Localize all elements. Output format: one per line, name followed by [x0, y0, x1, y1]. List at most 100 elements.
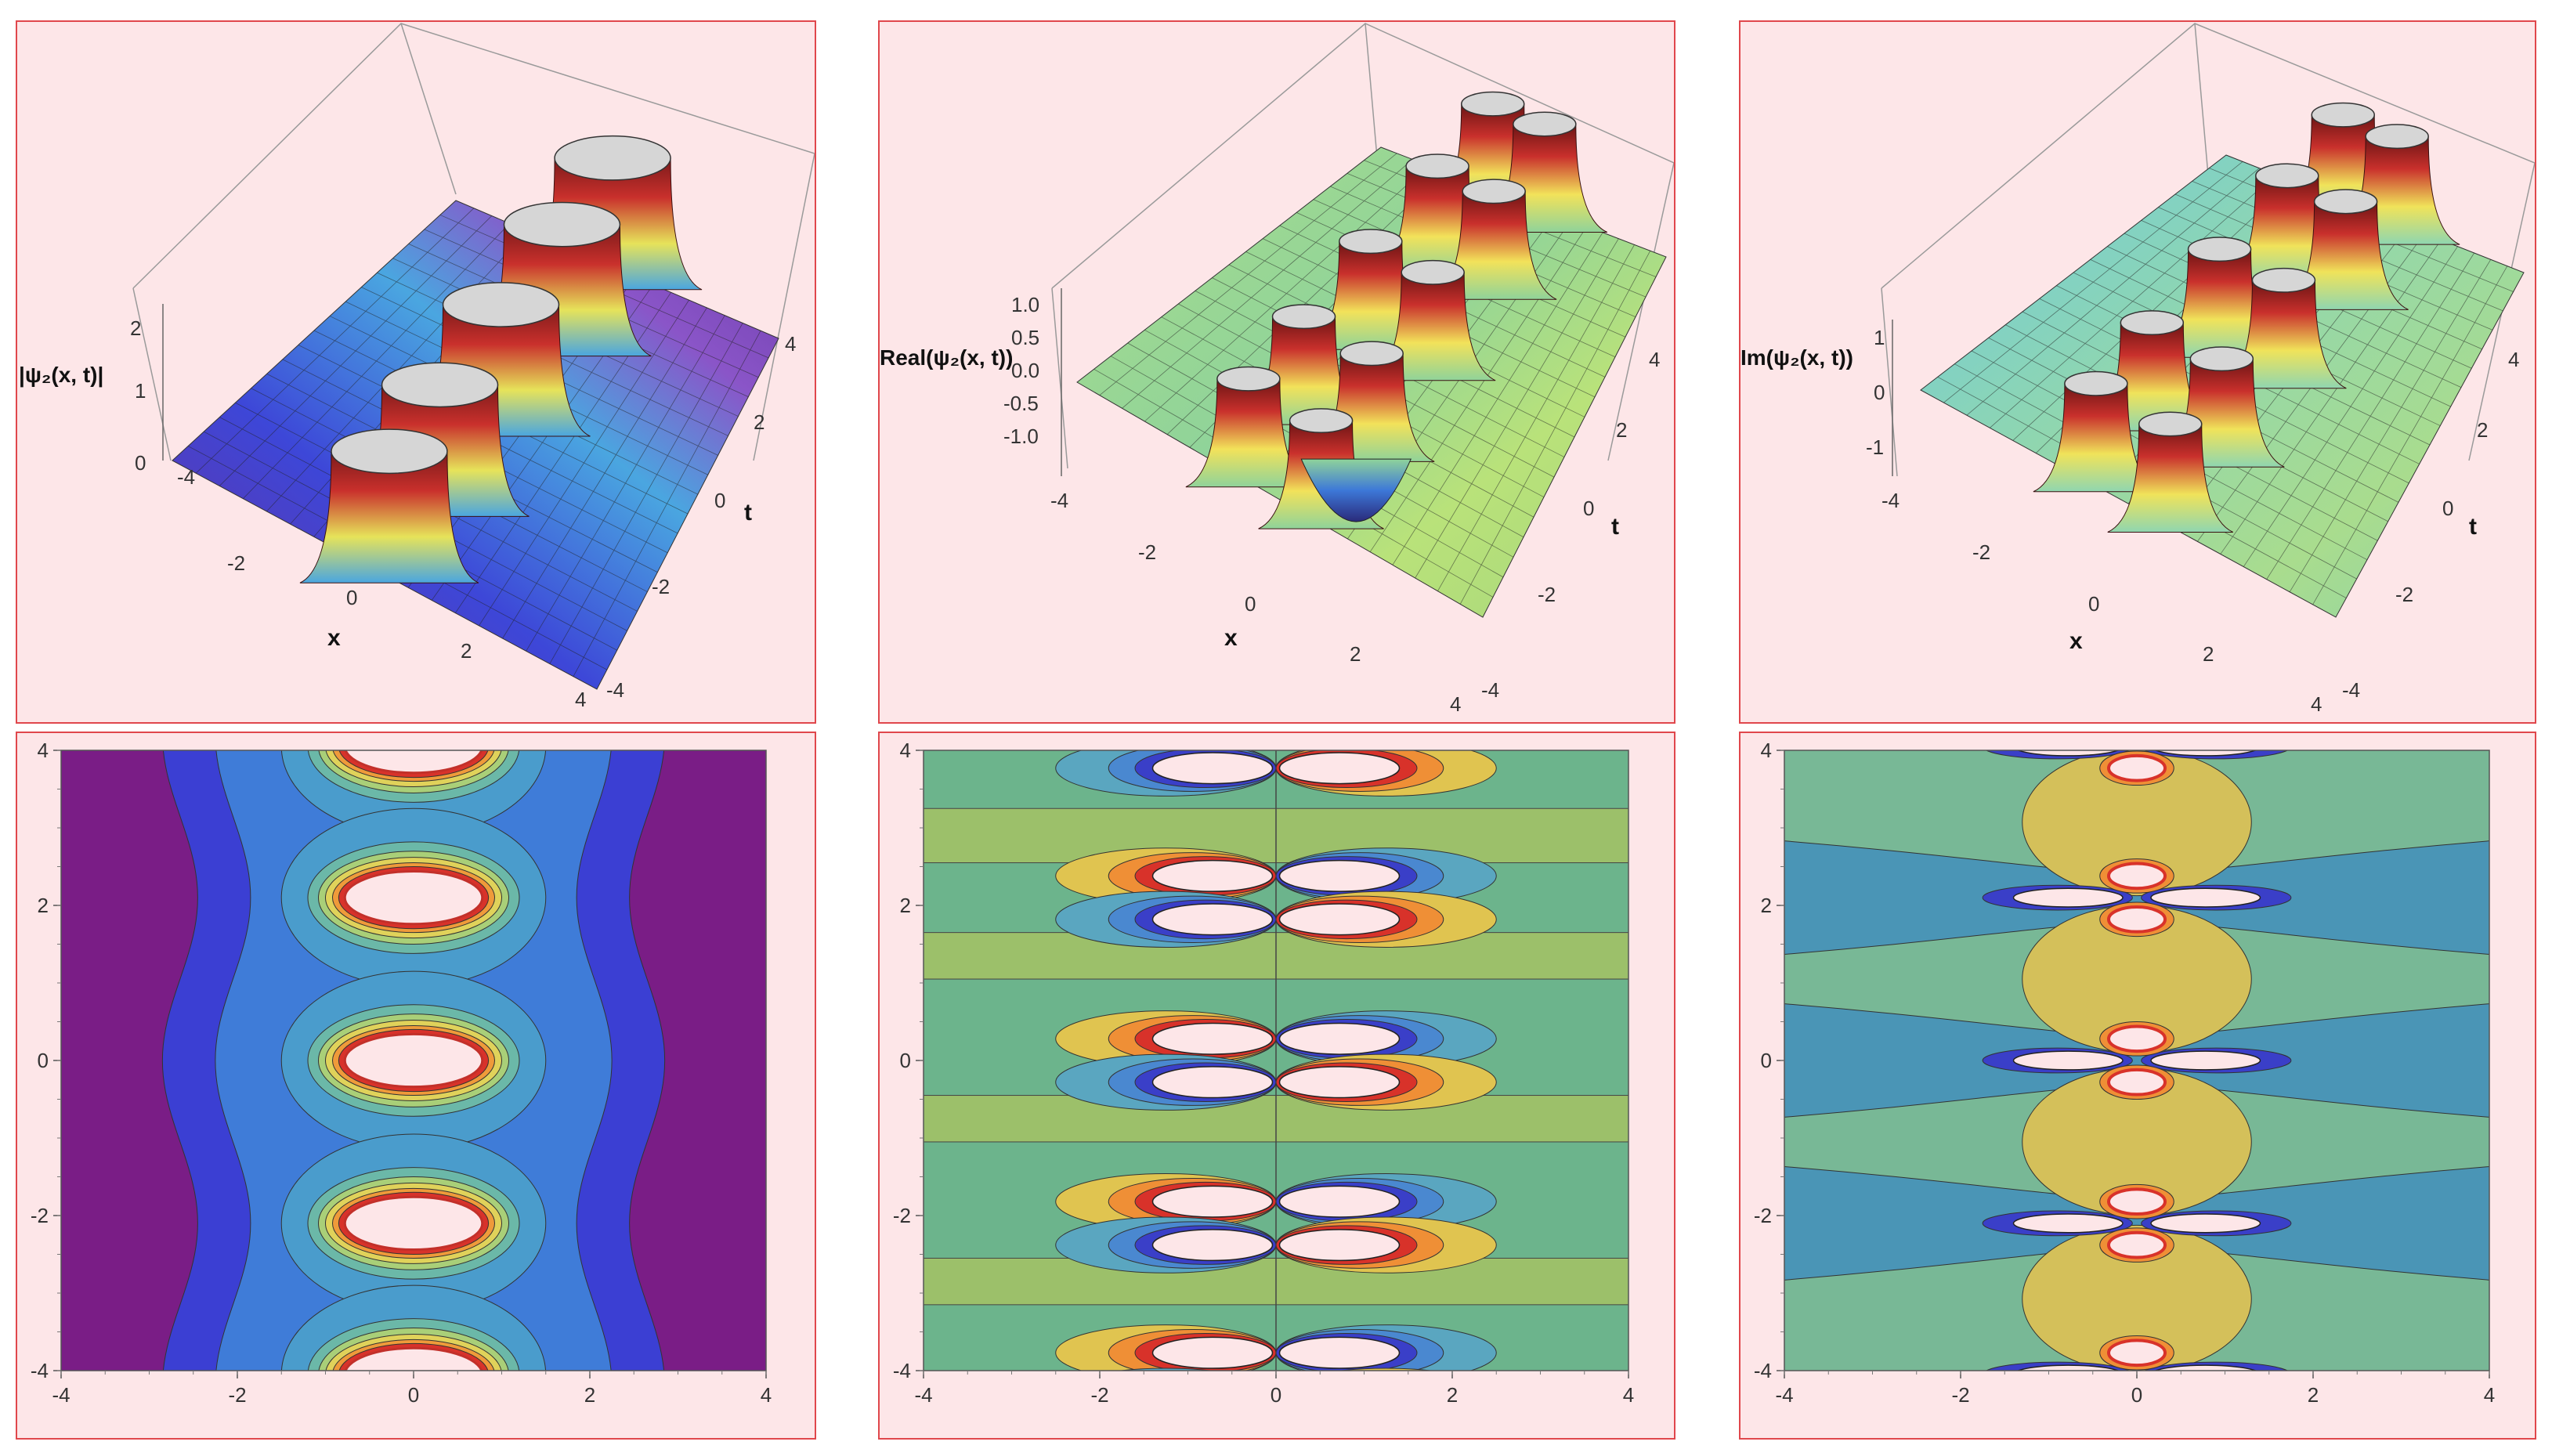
z-tick: 1 — [135, 379, 146, 403]
y-tick-label: 4 — [38, 739, 49, 762]
t-tick: 2 — [754, 410, 765, 434]
x-tick: -2 — [227, 551, 245, 575]
imag-contour-panel: -4 -2 0 2 4 -4 -2 0 2 4 — [1739, 732, 2536, 1440]
x-tick: -2 — [1972, 540, 1990, 564]
x-tick-label: -2 — [228, 1383, 246, 1407]
x-tick-label: 4 — [761, 1383, 772, 1407]
real-surface-plot: 1.0 0.5 0.0 -0.5 -1.0 Real(ψ₂(x, t)) -4 … — [880, 23, 1674, 716]
x-tick-label: 2 — [2308, 1383, 2319, 1407]
mesh-line — [1437, 244, 1635, 591]
y-tick-label: -2 — [893, 1204, 911, 1227]
contour-lobe — [1276, 733, 1417, 744]
mesh-line — [1459, 251, 1651, 605]
t-axis-label: t — [2469, 514, 2477, 540]
y-tick-label: -4 — [31, 1359, 49, 1382]
z-axis-label: Real(ψ₂(x, t)) — [880, 345, 1013, 370]
peak-cap — [1401, 259, 1465, 285]
y-tick-label: -4 — [1754, 1359, 1772, 1382]
lobe-core — [1151, 1022, 1274, 1055]
abs-contour-plot: -4 -2 0 2 4 -4 -2 0 2 4 — [31, 739, 772, 1407]
contour-lobe — [1118, 1367, 1213, 1371]
surface-peaks — [2033, 102, 2460, 533]
lobe-core — [1151, 1185, 1274, 1218]
lobe-core — [1278, 903, 1401, 936]
x-tick: 2 — [461, 639, 472, 663]
lobe-core — [1278, 1066, 1401, 1099]
central-region — [2022, 750, 2252, 897]
t-tick: -4 — [1481, 678, 1499, 702]
lobe-core — [1151, 1229, 1274, 1262]
peak-region — [343, 869, 484, 926]
lobe-core — [1278, 1229, 1401, 1262]
x-tick-label: 0 — [1271, 1383, 1281, 1407]
y-tick-label: -2 — [1754, 1204, 1772, 1227]
peak-cap — [2313, 189, 2378, 215]
surface-trough — [1300, 458, 1412, 522]
peak-cap — [554, 135, 671, 181]
abs-contour-panel: -4 -2 0 2 4 -4 -2 0 2 4 — [16, 732, 816, 1440]
real-contour-panel: -4 -2 0 2 4 -4 -2 0 2 4 — [878, 732, 1675, 1440]
x-tick: -2 — [1138, 540, 1156, 564]
peak-cap — [2365, 124, 2429, 150]
y-tick-label: -2 — [31, 1204, 49, 1227]
peak-cap — [1216, 366, 1281, 392]
contour-band — [1784, 1165, 2489, 1281]
lobe-core — [1278, 1336, 1401, 1369]
lobe-core — [1151, 1336, 1274, 1369]
real-contour-plot: -4 -2 0 2 4 -4 -2 0 2 4 — [893, 733, 1634, 1419]
mesh-line — [573, 331, 761, 677]
peak-cap — [2255, 163, 2319, 189]
y-tick-label: 4 — [1761, 739, 1772, 762]
y-tick-label: 2 — [1761, 894, 1772, 917]
z-tick: 0 — [1874, 381, 1885, 404]
abs-surface-plot: 2 1 0 |ψ₂(x, t)| -4 -2 0 2 4 x -4 -2 0 2… — [19, 23, 815, 711]
peak-region — [343, 1195, 484, 1252]
z-tick: 0 — [135, 451, 146, 475]
peak-cap — [2187, 237, 2252, 262]
lobe-core — [2107, 1068, 2167, 1097]
lobe-core — [2109, 733, 2165, 737]
t-tick: 4 — [1649, 348, 1660, 371]
t-tick: 2 — [1616, 418, 1627, 442]
x-tick: 4 — [575, 688, 586, 711]
x-tick: 4 — [2311, 692, 2322, 716]
lobe-core — [2016, 750, 2120, 757]
contour-lobe — [1108, 1373, 1276, 1419]
z-tick: 1.0 — [1011, 293, 1039, 316]
z-tick: 0.5 — [1011, 326, 1039, 349]
peak-cap — [1339, 341, 1404, 367]
box-edges — [132, 23, 815, 461]
lobe-core — [2150, 1050, 2261, 1071]
surface-peaks — [299, 135, 703, 583]
y-tick-label: 2 — [38, 894, 49, 917]
mesh-line — [549, 323, 743, 664]
lobe-core — [2107, 862, 2167, 891]
contour-lobe — [1108, 733, 1276, 748]
x-tick: -4 — [1050, 489, 1068, 512]
peak-cap — [2064, 370, 2128, 396]
lobe-core — [2150, 1213, 2261, 1234]
lobe-core — [1280, 733, 1400, 740]
z-tick: 2 — [130, 316, 141, 340]
lobe-core — [1278, 1185, 1401, 1218]
contour-lobe — [1276, 1377, 1417, 1416]
peak-cap — [1513, 111, 1577, 137]
contour-fill — [1784, 733, 2489, 1371]
t-tick: -2 — [652, 575, 670, 598]
peak-cap — [331, 428, 448, 475]
x-tick-label: 4 — [2484, 1383, 2495, 1407]
t-axis-label: t — [1611, 514, 1619, 540]
lobe-core — [2016, 1364, 2120, 1371]
lobe-core — [1151, 1066, 1274, 1099]
x-tick: 0 — [346, 586, 357, 609]
x-tick-label: 0 — [408, 1383, 419, 1407]
peak-cap — [2251, 267, 2316, 293]
x-tick: -4 — [1881, 489, 1900, 512]
z-tick: -1 — [1866, 435, 1884, 459]
lobe-core — [2012, 1213, 2124, 1234]
x-tick: 0 — [1245, 592, 1256, 616]
lobe-core — [2012, 887, 2124, 908]
peak-region — [344, 750, 483, 775]
x-tick: 2 — [1350, 642, 1361, 666]
peak-cap — [1271, 304, 1336, 330]
